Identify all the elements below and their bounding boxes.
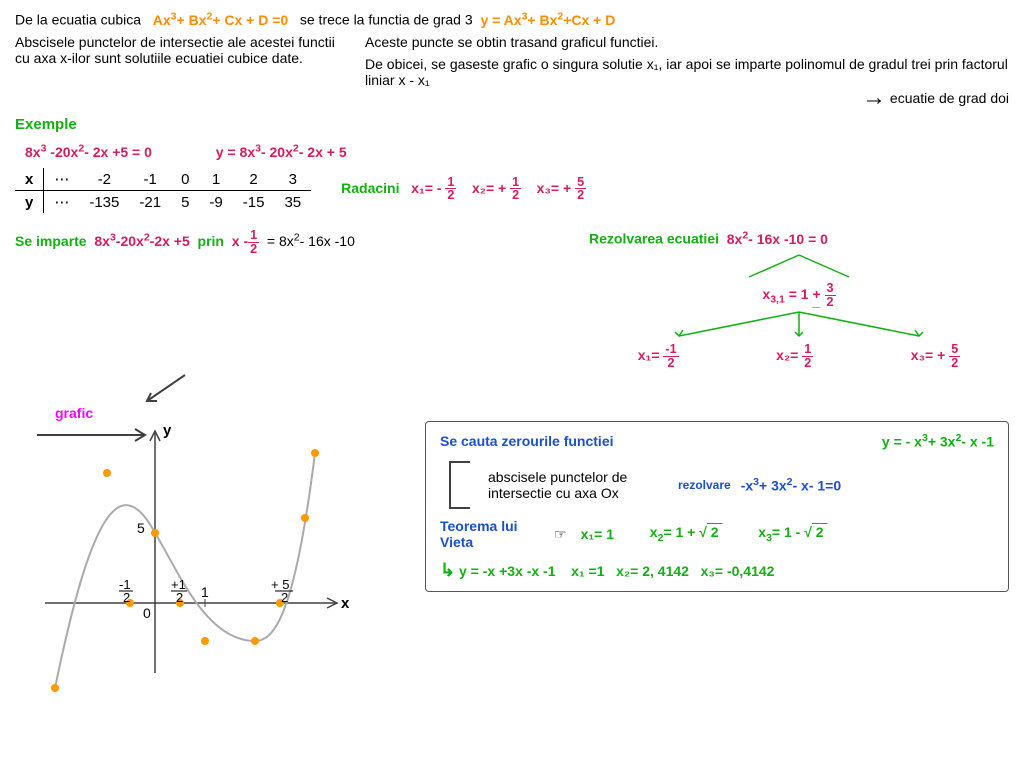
- txt: abscisele punctelor de intersectie cu ax…: [488, 469, 668, 501]
- svg-text:y: y: [163, 422, 172, 439]
- root: x₁= 1: [581, 526, 614, 542]
- grafic-label: grafic: [55, 405, 93, 421]
- heading-exemple: Exemple: [15, 116, 1009, 133]
- svg-text:2: 2: [281, 590, 288, 605]
- right-arrow-icon: [35, 425, 155, 445]
- example-eqs: 8x3 -20x2- 2x +5 = 0 y = 8x3- 20x2- 2x +…: [25, 143, 1009, 161]
- bottom-line: ↳ y = -x +3x -x -1 x₁ =1 x₂= 2, 4142 x₃=…: [440, 560, 994, 581]
- division: Se imparte 8x3-20x2-2x +5 prin x -12 = 8…: [15, 229, 579, 369]
- roots: Radacini x₁= - 12 x₂= + 12 x₃= + 52: [341, 176, 586, 202]
- svg-text:1: 1: [201, 584, 209, 600]
- root: x2= 1 + √ 2: [650, 524, 723, 544]
- svg-text:x: x: [341, 595, 350, 612]
- hand-icon: ☞: [554, 526, 567, 543]
- cubic-plot: y x 0 5 1 -1 2 +1 2 + 5 2: [15, 413, 355, 703]
- value-table: x⋯ -2-10 123 y⋯ -135-215 -9-1535: [15, 168, 311, 213]
- txt: Teorema lui Vieta: [440, 518, 540, 550]
- box-col: Se cauta zerourile functiei y = - x3+ 3x…: [425, 413, 1009, 703]
- vieta-box: Se cauta zerourile functiei y = - x3+ 3x…: [425, 421, 1009, 592]
- bracket-icon: [440, 460, 480, 510]
- eq: y = Ax3+ Bx2+Cx + D: [480, 12, 615, 28]
- svg-text:2: 2: [123, 590, 130, 605]
- svg-text:5: 5: [137, 520, 145, 536]
- eq: 8x3 -20x2- 2x +5 = 0: [25, 144, 152, 160]
- division-row: Se imparte 8x3-20x2-2x +5 prin x -12 = 8…: [15, 229, 1009, 369]
- txt: Aceste puncte se obtin trasand graficul …: [365, 34, 1009, 50]
- plot-col: grafic: [15, 373, 415, 703]
- split-arrow-icon: [729, 253, 869, 279]
- arrow-note: → ecuatie de grad doi: [15, 84, 1009, 112]
- txt: rezolvare: [678, 478, 731, 492]
- eq: 8x3-20x2-2x +5: [94, 233, 189, 249]
- eq: y = 8x3- 20x2- 2x + 5: [216, 144, 347, 160]
- triple-arrow-icon: [649, 310, 949, 340]
- col-right: Aceste puncte se obtin trasand graficul …: [365, 34, 1009, 88]
- txt: se trece la functia de grad 3: [300, 12, 473, 28]
- result: = 8x2- 16x -10: [267, 233, 355, 249]
- root: x₁= - 12: [411, 180, 456, 196]
- txt: Se cauta zerourile functiei: [440, 433, 614, 449]
- svg-text:2: 2: [176, 590, 183, 605]
- eq: x -12: [232, 233, 259, 249]
- root: x₃= + 52: [537, 180, 586, 196]
- svg-text:0: 0: [143, 605, 151, 621]
- header-line: De la ecuatia cubica Ax3+ Bx2+ Cx + D =0…: [15, 10, 1009, 28]
- root: x3= 1 - √ 2: [758, 524, 827, 544]
- rezolvare: Rezolvarea ecuatiei 8x2- 16x -10 = 0 x3,…: [589, 229, 1009, 369]
- txt: De obicei, se gaseste grafic o singura s…: [365, 56, 1009, 88]
- final-roots: x₁= -12 x₂= 12 x₃= + 52: [589, 343, 1009, 369]
- table-roots-row: x⋯ -2-10 123 y⋯ -135-215 -9-1535 Radacin…: [15, 164, 1009, 213]
- bottom-row: grafic: [15, 373, 1009, 703]
- eq: Ax3+ Bx2+ Cx + D =0: [153, 12, 288, 28]
- intro-block: Abscisele punctelor de intersectie ale a…: [15, 34, 1009, 88]
- eq: y = - x3+ 3x2- x -1: [882, 432, 994, 450]
- mid-root: x3,1 = 1 +_ 32: [589, 282, 1009, 308]
- txt: De la ecuatia cubica: [15, 12, 141, 28]
- eq: -x3+ 3x2- x- 1=0: [741, 476, 841, 494]
- eq: 8x2- 16x -10 = 0: [727, 231, 828, 247]
- root: x₂= + 12: [472, 180, 521, 196]
- col-left: Abscisele punctelor de intersectie ale a…: [15, 34, 345, 88]
